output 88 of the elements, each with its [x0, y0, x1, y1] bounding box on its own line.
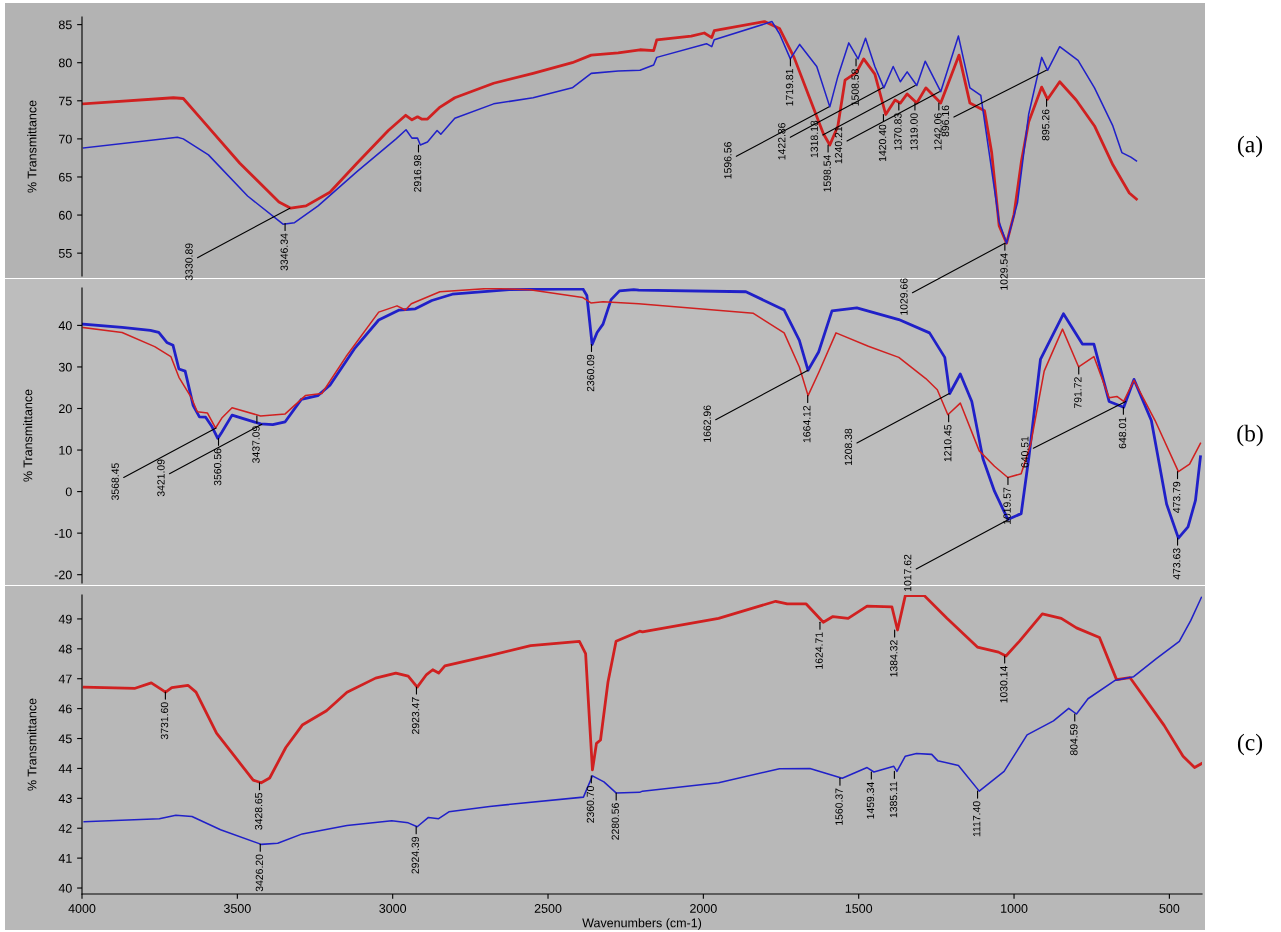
annotation: 2924.39 — [411, 836, 419, 874]
annotation: 3426.20 — [255, 854, 264, 892]
annotation: 1370.83 — [894, 113, 902, 150]
annotation: 3437.09 — [252, 426, 260, 463]
y-tick-label: 46 — [58, 704, 72, 714]
annotation: 1662.96 — [703, 405, 711, 442]
annotation: 3346.34 — [280, 233, 288, 271]
annotation: 1560.37 — [835, 788, 843, 825]
x-tick-label: 500 — [1159, 904, 1180, 913]
annotation: 1384.32 — [890, 640, 898, 677]
annotation: 1318.18 — [810, 120, 818, 158]
annotation: 1420.40 — [878, 124, 887, 162]
y-tick-label: 41 — [58, 854, 72, 863]
y-tick-label: -10 — [54, 528, 72, 538]
y-tick-label: 47 — [58, 674, 72, 684]
y-tick-label: 42 — [58, 824, 72, 833]
annotation: 1459.34 — [866, 782, 875, 819]
annotation: 2360.09 — [586, 354, 595, 392]
annotation: 895.26 — [1042, 109, 1050, 141]
y-tick-label: 40 — [58, 883, 72, 893]
annotation: 1029.54 — [1000, 253, 1008, 290]
annotation: 3568.45 — [111, 463, 119, 500]
annotation: 1385.11 — [889, 781, 898, 818]
text: (a) — [1237, 135, 1263, 158]
annotation: 1030.14 — [1000, 666, 1008, 703]
y-tick-label: 20 — [59, 404, 72, 414]
annotation: 1596.56 — [724, 142, 732, 179]
annotation: 3560.56 — [213, 448, 222, 486]
annotation: 473.79 — [1172, 481, 1181, 513]
annotation: 2280.56 — [611, 803, 619, 840]
annotation: 1210.45 — [944, 424, 952, 462]
y-tick-label: 0 — [65, 487, 72, 497]
annotation: 648.01 — [1118, 417, 1127, 449]
x-tick-label: 3500 — [223, 904, 251, 913]
y-tick-label: 70 — [59, 134, 72, 144]
y-tick-label: 75 — [59, 96, 72, 106]
annotation: 1508.58 — [851, 69, 859, 106]
y-tick-label: 60 — [59, 210, 72, 220]
text: (c) — [1237, 733, 1263, 756]
annotation: 2916.98 — [413, 155, 422, 192]
annotation: 3421.09 — [157, 459, 165, 497]
y-tick-label: 10 — [59, 445, 72, 455]
y-tick-label: 49 — [58, 614, 72, 624]
annotation: 640.51 — [1021, 436, 1029, 468]
x-axis-title: Wavenumbers (cm-1) — [582, 918, 702, 930]
annotation: 791.72 — [1074, 377, 1082, 408]
annotation: 1598.54 — [823, 155, 831, 192]
annotation: 1242.06 — [934, 113, 942, 150]
y-tick-label: 48 — [58, 644, 72, 654]
annotation: 1019.57 — [1003, 487, 1011, 525]
annotation: 2360.70 — [586, 786, 595, 823]
annotation: 2923.47 — [411, 697, 420, 734]
x-tick-label: 1500 — [845, 904, 873, 913]
y-axis-title: % Transmittance — [27, 100, 37, 193]
annotation: 1240.21 — [834, 126, 843, 164]
annotation: 1719.81 — [785, 69, 794, 106]
y-axis-title: % Transmittance — [23, 389, 33, 482]
text: (b) — [1237, 424, 1263, 447]
annotation: 1208.38 — [844, 428, 853, 466]
y-tick-label: 44 — [58, 764, 72, 773]
annotation: 1422.86 — [778, 123, 786, 160]
y-tick-label: 45 — [58, 734, 72, 744]
annotation: 3330.89 — [185, 243, 193, 281]
y-axis-title: % Transmittance — [27, 698, 37, 791]
y-tick-label: 55 — [58, 249, 72, 258]
annotation: 804.59 — [1070, 724, 1078, 756]
annotation: 1117.40 — [972, 801, 981, 837]
y-tick-label: 65 — [59, 172, 72, 182]
x-tick-label: 2500 — [534, 904, 562, 913]
annotation: 1664.12 — [803, 405, 811, 443]
y-tick-label: 80 — [58, 58, 72, 68]
annotation: 1029.66 — [900, 278, 908, 315]
x-tick-label: 2000 — [690, 904, 717, 913]
y-tick-label: 85 — [58, 20, 72, 30]
x-tick-label: 3000 — [379, 904, 407, 913]
annotation: 473.63 — [1172, 548, 1181, 580]
annotation: 1319.00 — [910, 113, 918, 150]
annotation: 896.16 — [941, 105, 950, 137]
annotation: 1624.71 — [815, 632, 823, 669]
annotation: 3731.60 — [160, 702, 169, 740]
y-tick-label: 43 — [58, 794, 72, 803]
annotation: 1017.62 — [903, 554, 912, 592]
y-tick-label: 30 — [58, 362, 72, 372]
x-tick-label: 4000 — [68, 904, 96, 913]
annotation: 3428.65 — [254, 792, 263, 830]
y-tick-label: -20 — [54, 570, 72, 580]
x-tick-label: 1000 — [1001, 904, 1028, 913]
y-tick-label: 40 — [58, 321, 72, 331]
